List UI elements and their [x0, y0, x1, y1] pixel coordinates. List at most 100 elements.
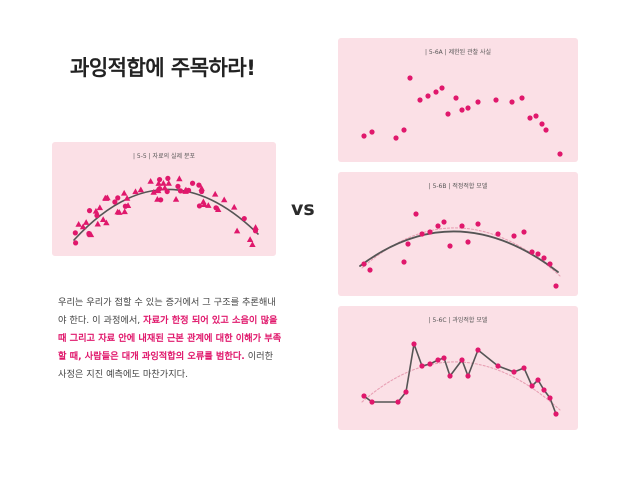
data-point — [539, 121, 545, 127]
data-point — [535, 251, 541, 257]
data-point — [252, 224, 259, 230]
data-point — [541, 387, 547, 393]
data-point — [475, 99, 481, 105]
data-point — [447, 373, 453, 379]
data-point — [475, 221, 481, 227]
data-point — [361, 261, 367, 267]
data-point — [165, 175, 171, 181]
data-point — [158, 197, 164, 203]
data-point — [221, 196, 228, 203]
data-point — [407, 75, 413, 81]
data-point — [82, 219, 90, 225]
body-line: 야 한다. 이 과정에서, 자료가 한정 되어 있고 소음이 많을 — [58, 312, 290, 330]
data-point — [252, 228, 259, 234]
data-point — [547, 395, 553, 401]
data-point — [122, 203, 128, 209]
panel-label: | 5-6B | 적정적합 모델 — [429, 182, 488, 190]
data-point — [511, 233, 517, 239]
data-point — [233, 227, 241, 234]
data-point — [86, 208, 93, 214]
data-point — [175, 183, 181, 189]
data-point — [103, 219, 110, 226]
body-text-plain: 이러한 — [244, 351, 274, 362]
data-point — [493, 97, 499, 103]
data-point — [401, 259, 407, 265]
data-point — [94, 220, 101, 227]
data-point — [367, 267, 373, 273]
data-point — [154, 187, 161, 193]
data-point — [447, 243, 453, 249]
data-point — [465, 373, 471, 379]
data-point — [527, 115, 533, 121]
panel-label: | 5-6A | 제한된 관찰 사실 — [425, 48, 491, 56]
body-text-highlight: 때 그리고 자료 안에 내재된 근본 관계에 대한 이해가 부족 — [58, 333, 282, 344]
data-point — [176, 175, 183, 182]
data-point — [361, 133, 367, 139]
limited-observations-plot: | 5-6A | 제한된 관찰 사실 — [361, 48, 563, 157]
true-curve — [361, 361, 561, 411]
data-point — [435, 223, 441, 229]
data-point — [112, 199, 118, 205]
data-point — [543, 127, 549, 133]
data-point — [156, 176, 163, 183]
data-point — [405, 241, 411, 247]
data-point — [177, 188, 184, 194]
data-point — [73, 240, 79, 246]
data-point — [137, 186, 145, 193]
vs-label: vs — [291, 198, 315, 220]
data-point — [395, 399, 401, 405]
data-point — [231, 203, 238, 210]
data-point — [519, 95, 525, 101]
data-point — [521, 365, 527, 371]
panel-limited-observations: | 5-6A | 제한된 관찰 사실 — [338, 38, 578, 162]
data-point — [427, 361, 433, 367]
body-line: 우리는 우리가 접할 수 있는 증거에서 그 구조를 추론해내 — [58, 297, 276, 308]
data-point — [495, 363, 501, 369]
data-point — [433, 89, 439, 95]
body-text-plain: 야 한다. 이 과정에서, — [58, 315, 144, 326]
data-point — [161, 184, 169, 191]
panel-appropriate-fit: | 5-6B | 적정적합 모델 — [338, 172, 578, 296]
panel-label: | 5-5 | 자료의 실제 분포 — [133, 152, 195, 160]
panel-actual-distribution: | 5-5 | 자료의 실제 분포 — [52, 142, 276, 256]
body-line: 할 때, 사람들은 대개 과잉적합의 오류를 범한다. 이러한 — [58, 348, 290, 366]
data-point — [189, 180, 196, 186]
data-point — [465, 239, 471, 245]
data-point — [403, 389, 409, 395]
data-point — [150, 188, 157, 195]
data-point — [411, 341, 417, 347]
data-point — [533, 113, 539, 119]
data-point — [439, 85, 445, 91]
data-point — [547, 261, 553, 267]
data-point — [72, 230, 78, 236]
data-point — [557, 151, 563, 157]
data-point — [465, 105, 471, 111]
data-point — [157, 186, 163, 192]
body-text-highlight: 자료가 한정 되어 있고 소음이 많을 — [143, 315, 278, 326]
data-point — [96, 204, 104, 211]
data-point — [553, 411, 559, 417]
data-point — [160, 179, 167, 186]
data-point — [529, 249, 535, 255]
actual-distribution-plot: | 5-5 | 자료의 실제 분포 — [72, 152, 259, 248]
data-point — [459, 107, 465, 113]
body-line: 사정은 지진 예측에도 마찬가지다. — [58, 369, 189, 380]
data-point — [425, 93, 431, 99]
overfit-curve — [363, 343, 557, 415]
data-point — [361, 393, 367, 399]
data-point — [182, 188, 189, 194]
data-point — [401, 127, 407, 133]
panel-overfit: | 5-6C | 과잉적합 모델 — [338, 306, 578, 430]
overfit-plot: | 5-6C | 과잉적합 모델 — [361, 316, 561, 417]
data-point — [196, 182, 202, 188]
data-point — [213, 205, 219, 211]
data-point — [123, 195, 131, 201]
data-point — [541, 255, 547, 261]
data-point — [114, 208, 121, 215]
data-point — [211, 190, 219, 197]
data-point — [441, 355, 447, 361]
data-point — [459, 223, 465, 229]
data-point — [198, 185, 205, 191]
data-point — [155, 180, 162, 186]
data-point — [172, 195, 180, 202]
